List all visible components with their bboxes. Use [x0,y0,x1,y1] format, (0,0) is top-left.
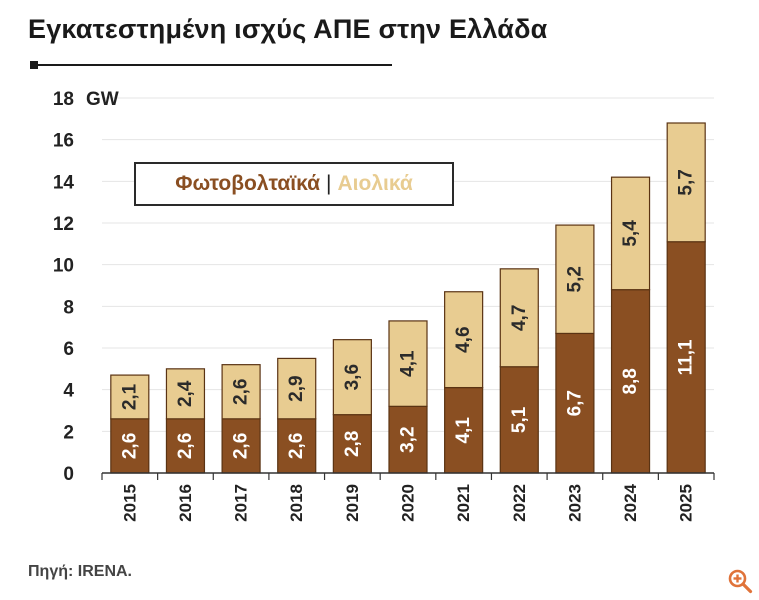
bar-segment-wind [555,224,595,335]
title-underline [34,64,392,66]
zoom-in-icon[interactable] [727,568,753,594]
y-tick-label: 10 [53,256,74,277]
y-axis-ticks: 0 2 4 6 8 10 12 14 16 18 [53,89,75,485]
y-tick-label: 14 [53,172,75,193]
bar-value-label-wind: 5,7 [676,169,697,195]
bar-segment-wind [499,268,539,368]
bar-segment-pv [666,241,706,474]
bar-value-label-pv: 2,6 [286,433,307,459]
y-tick-label: 0 [63,464,74,485]
bar-value-label-wind: 4,7 [509,305,530,331]
bar-value-label-wind: 4,6 [453,326,474,352]
chart-title: Εγκατεστημένη ισχύς ΑΠΕ στην Ελλάδα [28,14,548,44]
bar-segment-wind [666,122,706,243]
bar-value-label-pv: 2,6 [175,433,196,459]
bar-segment-wind [332,339,372,416]
y-tick-label: 8 [63,297,74,318]
y-tick-label: 2 [63,422,74,443]
y-tick-label: 16 [53,131,74,152]
x-tick-label: 2022 [510,484,529,522]
bar-segment-wind [165,368,206,420]
bars: 2,6 2,1 2,6 2,4 2,6 2,6 2,6 2,9 2,8 3,6 3,2 4,1 4,1 4… [110,122,706,474]
x-tick-label: 2021 [454,484,473,522]
bar-value-label-pv: 6,7 [564,390,585,416]
bar-segment-pv [277,418,317,474]
bar-value-label-pv: 5,1 [509,406,530,433]
bar-value-label-wind: 2,4 [175,380,196,407]
bar-value-label-pv: 11,1 [676,339,697,375]
bar-value-label-pv: 4,1 [453,417,474,444]
bar-value-label-wind: 5,2 [564,266,585,292]
x-axis-ticks: 2015 2016 2017 2018 2019 2020 2021 2022 2023 2024… [120,483,695,521]
x-axis [101,472,715,480]
title-underline-marker [30,61,38,69]
y-tick-label: 4 [63,381,74,402]
bar-segment-wind [444,291,484,389]
bar-segment-wind [610,176,651,291]
legend-separator: | [326,172,332,195]
y-tick-label: 12 [53,214,74,235]
x-tick-label: 2017 [232,484,251,522]
bar-segment-wind [277,357,317,420]
bar-segment-pv [610,289,651,474]
bar-value-label-wind: 2,9 [286,375,307,401]
bar-value-label-wind: 3,6 [342,364,363,390]
bar-value-label-wind: 5,4 [620,220,641,247]
bar-value-label-pv: 2,6 [119,433,140,459]
y-tick-label: 18 [53,89,74,110]
bar-segment-wind [110,374,150,420]
x-tick-label: 2024 [621,483,640,521]
source-note: Πηγή: IRENA. [28,563,132,580]
x-tick-label: 2020 [399,484,418,522]
x-tick-label: 2018 [287,484,306,522]
bar-segment-pv [555,332,595,474]
bar-value-label-wind: 4,1 [398,350,419,377]
bar-segment-wind [221,364,261,420]
x-tick-label: 2023 [565,484,584,522]
y-axis-unit-label: GW [86,89,119,110]
x-tick-label: 2019 [343,484,362,522]
legend: Φωτοβολταϊκά | Αιολικά [134,162,454,206]
y-tick-label: 6 [63,339,74,360]
legend-item-wind: Αιολικά [337,172,413,195]
bar-value-label-pv: 3,2 [398,426,419,452]
legend-item-pv: Φωτοβολταϊκά [175,172,321,195]
bar-value-label-pv: 8,8 [620,368,641,394]
x-tick-label: 2025 [677,484,696,522]
x-tick-label: 2016 [176,484,195,522]
bar-segment-wind [388,320,428,407]
x-tick-label: 2015 [120,484,139,522]
bar-value-label-wind: 2,1 [119,383,140,410]
bar-value-label-wind: 2,6 [231,379,252,405]
bar-value-label-pv: 2,8 [342,431,363,457]
bar-value-label-pv: 2,6 [231,433,252,459]
